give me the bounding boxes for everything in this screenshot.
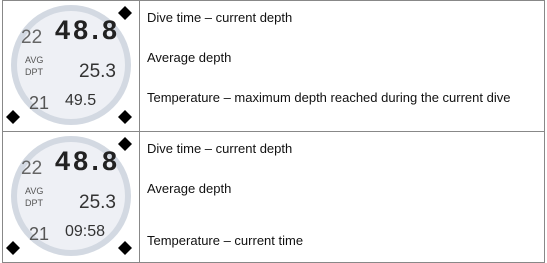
bezel-marker [118, 241, 132, 255]
description: Dive time – current depth [147, 141, 517, 157]
table-row: 22 48.8 AVG DPT 25.3 21 49.5 Dive time – curren… [3, 1, 545, 132]
dive-time: 22 [21, 158, 42, 179]
temperature: 21 [29, 93, 49, 113]
bezel-marker [118, 137, 132, 151]
display-cell: 22 48.8 AVG DPT 25.3 21 49.5 [3, 1, 140, 132]
avg-label: AVG [25, 186, 43, 196]
description: Temperature – maximum depth reached duri… [147, 90, 517, 106]
display-cell: 22 48.8 AVG DPT 25.3 21 09:58 [3, 132, 140, 263]
bezel-marker [118, 110, 132, 124]
avg-label: AVG [25, 55, 43, 65]
dive-display: 22 48.8 AVG DPT 25.3 21 09:58 [3, 132, 139, 257]
table: 22 48.8 AVG DPT 25.3 21 49.5 Dive time – curren… [2, 0, 545, 263]
table-row: 22 48.8 AVG DPT 25.3 21 09:58 Dive time – curre… [3, 132, 545, 263]
description: Average depth [147, 50, 517, 66]
dive-display: 22 48.8 AVG DPT 25.3 21 49.5 [3, 1, 139, 126]
dpt-label: DPT [25, 198, 44, 208]
description: Dive time – current depth [147, 10, 517, 26]
page: 22 48.8 AVG DPT 25.3 21 49.5 Dive time – curren… [0, 0, 547, 254]
bottom-value: 49.5 [65, 92, 96, 109]
description: Temperature – current time [147, 233, 517, 249]
description: Average depth [147, 181, 517, 197]
current-depth: 48.8 [55, 15, 117, 45]
bottom-value: 09:58 [65, 223, 105, 240]
dive-time: 22 [21, 27, 42, 48]
bezel-marker [118, 6, 132, 20]
average-depth: 25.3 [79, 61, 116, 82]
text-cell: Dive time – current depth Average depth Te… [140, 1, 545, 132]
text-cell: Dive time – current depth Average depth Te… [140, 132, 545, 263]
current-depth: 48.8 [55, 146, 117, 176]
bezel-marker [6, 110, 20, 124]
dpt-label: DPT [25, 67, 44, 77]
temperature: 21 [29, 224, 49, 244]
bezel-marker [6, 241, 20, 255]
average-depth: 25.3 [79, 192, 116, 213]
